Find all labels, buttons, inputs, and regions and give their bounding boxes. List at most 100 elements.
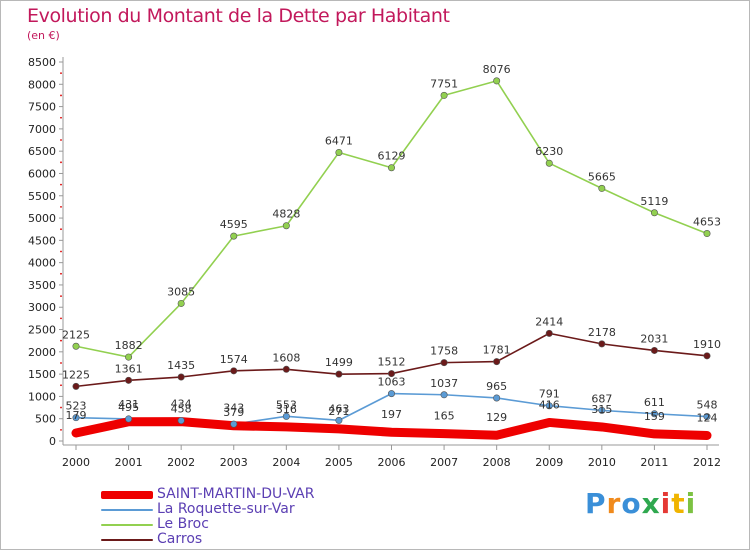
x-tick-label: 2004: [272, 456, 300, 469]
data-point: [282, 412, 290, 420]
data-point: [493, 358, 501, 366]
data-label: 416: [539, 398, 560, 411]
y-tick-label: 1500: [28, 368, 56, 381]
data-label: 431: [118, 398, 139, 411]
y-tick-label: 7000: [28, 123, 56, 136]
x-tick-label: 2008: [483, 456, 511, 469]
data-point: [177, 417, 185, 425]
data-point: [650, 346, 658, 354]
y-tick-label: 4500: [28, 234, 56, 247]
data-label: 6230: [535, 145, 563, 158]
y-minor-tick: [60, 228, 62, 231]
data-label: 2414: [535, 315, 563, 328]
data-label: 2125: [62, 328, 90, 341]
y-tick-label: 5000: [28, 212, 56, 225]
data-label: 1758: [430, 345, 458, 358]
data-label: 343: [223, 402, 244, 415]
legend-item: La Roquette-sur-Var: [101, 501, 401, 518]
data-point: [703, 352, 711, 360]
y-tick-label: 2000: [28, 346, 56, 359]
data-point: [72, 382, 80, 390]
data-label: 6129: [378, 150, 406, 163]
data-point: [545, 329, 553, 337]
data-label: 129: [486, 411, 507, 424]
data-point: [598, 184, 606, 192]
data-label: 5665: [588, 170, 616, 183]
data-point: [703, 413, 711, 421]
data-point: [230, 420, 238, 428]
data-label: 124: [697, 411, 718, 424]
data-label: 4828: [272, 208, 300, 221]
y-tick-label: 6000: [28, 167, 56, 180]
y-minor-tick: [60, 339, 62, 342]
data-point: [125, 415, 133, 423]
data-label: 379: [223, 406, 244, 419]
data-label: 271: [328, 405, 349, 418]
data-label: 3085: [167, 285, 195, 298]
data-label: 2178: [588, 326, 616, 339]
y-tick-label: 8500: [28, 56, 56, 69]
data-label: 791: [539, 388, 560, 401]
legend-swatch: [101, 491, 153, 499]
y-minor-tick: [60, 161, 62, 164]
y-tick-label: 500: [35, 413, 56, 426]
y-minor-tick: [60, 406, 62, 409]
x-tick-label: 2007: [430, 456, 458, 469]
legend-label: Le Broc: [157, 516, 209, 532]
data-point: [335, 148, 343, 156]
y-tick-label: 5500: [28, 190, 56, 203]
data-label: 179: [66, 409, 87, 422]
x-tick-label: 2009: [535, 456, 563, 469]
data-point: [545, 402, 553, 410]
data-label: 553: [276, 398, 297, 411]
data-label: 159: [644, 410, 665, 423]
data-point: [440, 391, 448, 399]
series-line-0: [71, 417, 712, 440]
data-point: [493, 394, 501, 402]
x-tick-label: 2012: [693, 456, 721, 469]
y-minor-tick: [60, 250, 62, 253]
data-point: [177, 373, 185, 381]
data-label: 8076: [483, 63, 511, 76]
data-label: 523: [66, 400, 87, 413]
data-point: [387, 370, 395, 378]
data-point: [650, 410, 658, 418]
series-line-2: [75, 80, 708, 358]
data-label: 5119: [640, 195, 668, 208]
data-label: 1037: [430, 377, 458, 390]
axes: 0 500 1000 1500 2000 2500 3000 3500 4000 4500 5000…: [28, 56, 721, 469]
legend-swatch: [101, 524, 153, 526]
proxiti-logo: Proxiti: [585, 487, 697, 520]
y-minor-tick: [60, 384, 62, 387]
data-label: 458: [171, 403, 192, 416]
data-label: 2031: [640, 332, 668, 345]
data-label: 316: [276, 403, 297, 416]
x-tick-label: 2011: [640, 456, 668, 469]
data-point: [598, 406, 606, 414]
data-label: 1910: [693, 338, 721, 351]
legend-item: Le Broc: [101, 516, 401, 533]
y-minor-tick: [60, 116, 62, 119]
data-point: [230, 232, 238, 240]
data-label: 687: [591, 392, 612, 405]
data-label: 1608: [272, 351, 300, 364]
y-tick-label: 1000: [28, 390, 56, 403]
y-minor-tick: [60, 272, 62, 275]
y-minor-tick: [60, 428, 62, 431]
data-label: 1435: [167, 359, 195, 372]
data-point: [72, 414, 80, 422]
y-minor-tick: [60, 206, 62, 208]
y-minor-tick: [60, 183, 62, 186]
data-point: [440, 91, 448, 99]
y-tick-label: 8000: [28, 78, 56, 91]
x-tick-label: 2003: [220, 456, 248, 469]
legend-item: Carros: [101, 531, 401, 548]
data-point: [335, 370, 343, 378]
x-tick-label: 2000: [62, 456, 90, 469]
data-label: 1512: [378, 356, 406, 369]
x-tick-label: 2001: [115, 456, 143, 469]
data-point: [125, 376, 133, 384]
y-minor-tick: [60, 362, 62, 364]
